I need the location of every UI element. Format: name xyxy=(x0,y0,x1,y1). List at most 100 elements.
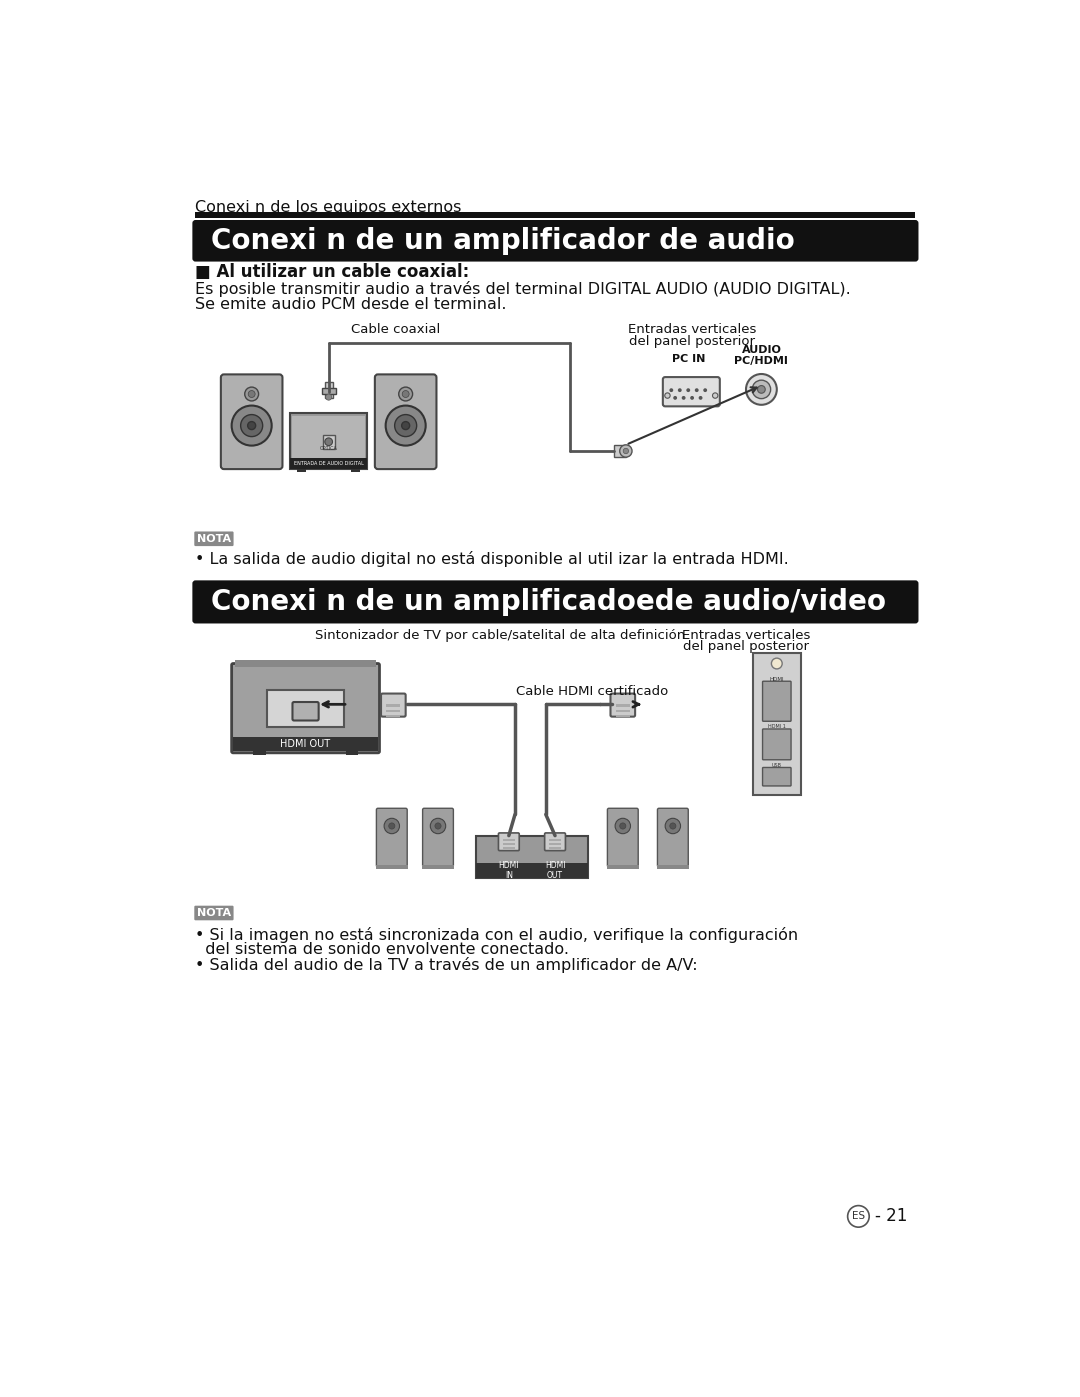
Text: Se emite audio PCM desde el terminal.: Se emite audio PCM desde el terminal. xyxy=(195,298,507,312)
Circle shape xyxy=(670,388,673,393)
Bar xyxy=(422,865,455,869)
FancyBboxPatch shape xyxy=(231,664,379,753)
Text: Sintonizador de TV por cable/satelital de alta definición: Sintonizador de TV por cable/satelital d… xyxy=(314,629,685,641)
Text: Conexi n de un amplificador de audio: Conexi n de un amplificador de audio xyxy=(211,226,795,254)
Bar xyxy=(293,416,365,465)
Text: del panel posterior: del panel posterior xyxy=(683,640,809,652)
Circle shape xyxy=(620,823,626,828)
Circle shape xyxy=(241,415,262,437)
Circle shape xyxy=(686,388,690,393)
Bar xyxy=(753,652,800,795)
Text: ES: ES xyxy=(852,1211,865,1221)
Bar xyxy=(549,840,562,841)
Bar xyxy=(502,847,515,849)
Bar xyxy=(549,847,562,849)
Circle shape xyxy=(665,393,671,398)
Circle shape xyxy=(430,819,446,834)
Bar xyxy=(616,715,630,718)
Text: AUDIO
PC/HDMI: AUDIO PC/HDMI xyxy=(734,345,788,366)
Circle shape xyxy=(694,388,699,393)
Bar xyxy=(376,865,408,869)
FancyBboxPatch shape xyxy=(192,580,918,623)
Text: - 21: - 21 xyxy=(876,1207,907,1225)
Bar xyxy=(323,434,335,448)
Text: • Si la imagen no está sincronizada con el audio, verifique la configuración: • Si la imagen no está sincronizada con … xyxy=(195,926,798,943)
Bar xyxy=(657,865,689,869)
Bar xyxy=(387,710,401,712)
Bar xyxy=(387,704,401,707)
Bar xyxy=(616,710,630,712)
Text: del panel posterior: del panel posterior xyxy=(629,335,755,348)
Bar xyxy=(346,752,357,756)
Circle shape xyxy=(394,415,417,437)
Bar xyxy=(253,752,266,756)
Text: del sistema de sonido envolvente conectado.: del sistema de sonido envolvente conecta… xyxy=(195,943,569,957)
Circle shape xyxy=(402,422,409,430)
FancyBboxPatch shape xyxy=(762,682,791,721)
Bar xyxy=(234,661,377,666)
FancyBboxPatch shape xyxy=(658,809,688,866)
Text: NOTA: NOTA xyxy=(197,908,231,918)
Text: Conexi n de un amplificadoede audio/video: Conexi n de un amplificadoede audio/vide… xyxy=(211,588,886,616)
Bar xyxy=(502,842,515,845)
Bar xyxy=(233,738,378,752)
Circle shape xyxy=(384,819,400,834)
Text: ENTRADA DE AUDIO DIGITAL: ENTRADA DE AUDIO DIGITAL xyxy=(294,461,364,465)
Circle shape xyxy=(248,391,255,398)
Circle shape xyxy=(848,1206,869,1227)
FancyBboxPatch shape xyxy=(220,374,283,469)
Bar xyxy=(297,469,307,472)
Circle shape xyxy=(620,444,632,457)
Circle shape xyxy=(247,422,256,430)
FancyBboxPatch shape xyxy=(663,377,719,407)
Text: OPTICA: OPTICA xyxy=(320,446,338,451)
FancyBboxPatch shape xyxy=(762,729,791,760)
Circle shape xyxy=(435,823,441,828)
FancyBboxPatch shape xyxy=(499,833,519,851)
Text: NOTA: NOTA xyxy=(197,534,231,543)
Bar xyxy=(549,842,562,845)
Text: Conexi n de los equipos externos: Conexi n de los equipos externos xyxy=(195,200,462,215)
Text: Entradas verticales: Entradas verticales xyxy=(627,323,756,335)
Circle shape xyxy=(389,823,395,828)
Bar xyxy=(476,862,588,877)
Bar xyxy=(195,212,916,218)
FancyBboxPatch shape xyxy=(422,809,454,866)
Text: Es posible transmitir audio a través del terminal DIGITAL AUDIO (AUDIO DIGITAL).: Es posible transmitir audio a través del… xyxy=(195,281,851,298)
Text: HDMI
OUT: HDMI OUT xyxy=(544,861,565,880)
Text: HDMI OUT: HDMI OUT xyxy=(281,739,330,749)
Bar xyxy=(387,715,401,718)
Bar xyxy=(476,835,588,877)
FancyBboxPatch shape xyxy=(762,767,791,787)
FancyBboxPatch shape xyxy=(194,531,233,546)
Bar xyxy=(291,458,367,469)
Circle shape xyxy=(325,394,332,400)
Circle shape xyxy=(325,437,333,446)
Text: USB: USB xyxy=(772,763,782,768)
FancyBboxPatch shape xyxy=(194,905,233,921)
Circle shape xyxy=(402,391,409,398)
Bar xyxy=(267,690,345,728)
Text: • La salida de audio digital no está disponible al util izar la entrada HDMI.: • La salida de audio digital no está dis… xyxy=(195,550,789,567)
Circle shape xyxy=(665,819,680,834)
Circle shape xyxy=(699,395,702,400)
Circle shape xyxy=(681,395,686,400)
Circle shape xyxy=(623,448,629,454)
Circle shape xyxy=(670,823,676,828)
Circle shape xyxy=(245,387,258,401)
Circle shape xyxy=(399,387,413,401)
Text: Cable HDMI certificado: Cable HDMI certificado xyxy=(516,685,669,697)
Bar xyxy=(322,388,336,394)
Circle shape xyxy=(690,395,694,400)
Bar xyxy=(351,469,361,472)
Circle shape xyxy=(746,374,777,405)
Circle shape xyxy=(673,395,677,400)
Text: ■ Al utilizar un cable coaxial:: ■ Al utilizar un cable coaxial: xyxy=(195,264,470,281)
Circle shape xyxy=(616,819,631,834)
Text: HDMI: HDMI xyxy=(769,678,784,682)
Circle shape xyxy=(703,388,707,393)
Circle shape xyxy=(757,386,766,393)
FancyBboxPatch shape xyxy=(377,809,407,866)
Text: PC IN: PC IN xyxy=(672,353,705,363)
Circle shape xyxy=(231,405,272,446)
